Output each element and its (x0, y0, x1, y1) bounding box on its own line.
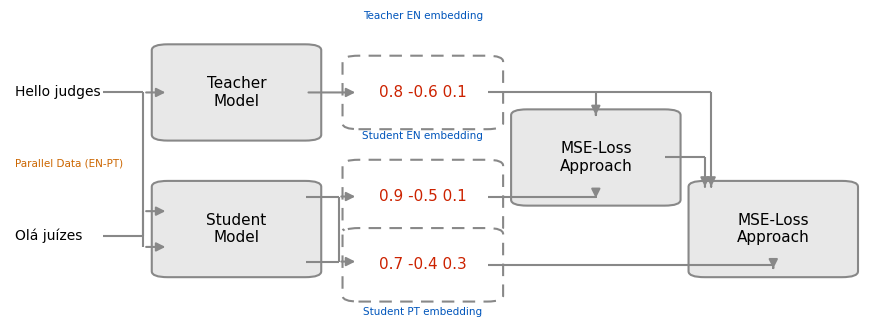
Text: Hello judges: Hello judges (15, 86, 101, 99)
FancyBboxPatch shape (152, 181, 321, 277)
FancyBboxPatch shape (511, 109, 681, 206)
Text: 0.7 -0.4 0.3: 0.7 -0.4 0.3 (379, 257, 466, 272)
Text: Parallel Data (EN-PT): Parallel Data (EN-PT) (15, 159, 123, 169)
Text: Olá juízes: Olá juízes (15, 228, 82, 243)
Text: 0.8 -0.6 0.1: 0.8 -0.6 0.1 (379, 85, 466, 100)
FancyBboxPatch shape (343, 56, 503, 129)
Text: 0.9 -0.5 0.1: 0.9 -0.5 0.1 (379, 189, 466, 204)
Text: Student PT embedding: Student PT embedding (363, 307, 482, 317)
FancyBboxPatch shape (343, 160, 503, 233)
Text: Student
Model: Student Model (206, 213, 267, 245)
Text: MSE-Loss
Approach: MSE-Loss Approach (737, 213, 810, 245)
Text: Student EN embedding: Student EN embedding (362, 131, 483, 141)
FancyBboxPatch shape (343, 228, 503, 301)
Text: MSE-Loss
Approach: MSE-Loss Approach (560, 141, 632, 174)
FancyBboxPatch shape (152, 44, 321, 141)
Text: Teacher
Model: Teacher Model (206, 76, 266, 109)
FancyBboxPatch shape (689, 181, 858, 277)
Text: Teacher EN embedding: Teacher EN embedding (363, 11, 483, 21)
